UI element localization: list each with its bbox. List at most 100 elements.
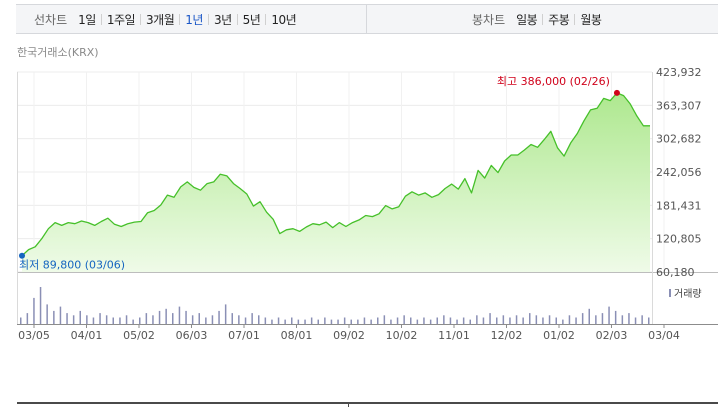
volume-bar bbox=[297, 319, 300, 324]
volume-bar bbox=[139, 317, 141, 324]
candle-chart-period-group: 봉차트 일봉 주봉 월봉 bbox=[472, 5, 606, 33]
volume-bar bbox=[363, 317, 366, 324]
x-tick-label: 03/04 bbox=[648, 329, 680, 342]
volume-bar bbox=[79, 310, 81, 324]
tab-separator bbox=[542, 13, 544, 25]
volume-bar bbox=[548, 315, 551, 324]
volume-bar bbox=[337, 319, 339, 324]
volume-bar bbox=[648, 317, 650, 324]
x-tick-label: 03/05 bbox=[18, 329, 50, 342]
volume-bar bbox=[423, 317, 425, 324]
volume-bar bbox=[152, 315, 154, 324]
volume-bar bbox=[429, 319, 432, 324]
chart-tab-bar: 선차트 1일 1주일 3개월 1년 3년 5년 10년 봉차트 일봉 주봉 월봉 bbox=[16, 4, 718, 34]
volume-bar bbox=[191, 315, 194, 324]
tab-separator bbox=[100, 13, 102, 25]
volume-bar bbox=[33, 297, 35, 324]
volume-bar bbox=[370, 319, 372, 324]
tab-monthly-candle[interactable]: 월봉 bbox=[580, 12, 602, 27]
volume-bar bbox=[357, 319, 359, 324]
volume-bar bbox=[251, 313, 253, 324]
volume-legend-label: 거래량 bbox=[674, 288, 702, 300]
price-area-fill bbox=[22, 92, 650, 273]
tab-daily-candle[interactable]: 일봉 bbox=[516, 12, 538, 27]
volume-bar bbox=[489, 313, 491, 324]
tab-1-week[interactable]: 1주일 bbox=[106, 12, 136, 27]
tab-separator bbox=[574, 13, 576, 25]
volume-bar bbox=[555, 317, 557, 324]
x-tick-label: 08/01 bbox=[281, 329, 313, 342]
x-tick-label: 04/01 bbox=[71, 329, 103, 342]
volume-bar bbox=[403, 315, 405, 324]
x-tick-label: 12/02 bbox=[491, 329, 523, 342]
volume-bar bbox=[218, 310, 220, 324]
y-tick-label: 423,932 bbox=[656, 66, 702, 79]
tab-weekly-candle[interactable]: 주봉 bbox=[548, 12, 570, 27]
x-tick-label: 02/03 bbox=[596, 329, 628, 342]
volume-bar bbox=[165, 308, 167, 324]
volume-bar bbox=[258, 315, 260, 324]
high-label: 최고 386,000 (02/26) bbox=[497, 75, 610, 88]
y-tick-label: 181,431 bbox=[656, 199, 702, 212]
tab-separator bbox=[236, 13, 238, 25]
volume-bar bbox=[601, 313, 604, 324]
volume-bar bbox=[86, 315, 88, 324]
x-tick-label: 10/02 bbox=[386, 329, 418, 342]
volume-bar bbox=[462, 317, 465, 324]
volume-bar bbox=[211, 315, 214, 324]
volume-bar bbox=[628, 313, 630, 324]
tab-3-years[interactable]: 3년 bbox=[213, 12, 232, 27]
volume-bar bbox=[119, 317, 121, 324]
volume-bar bbox=[390, 319, 392, 324]
tab-1-day[interactable]: 1일 bbox=[78, 12, 96, 27]
volume-bar bbox=[20, 317, 22, 324]
tab-10-years[interactable]: 10년 bbox=[271, 12, 297, 27]
x-tick-label: 11/01 bbox=[438, 329, 470, 342]
volume-bar bbox=[482, 317, 485, 324]
volume-bar bbox=[469, 319, 471, 324]
volume-bar bbox=[26, 313, 29, 324]
volume-bar bbox=[66, 313, 68, 324]
volume-bar bbox=[396, 317, 399, 324]
volume-bar bbox=[562, 319, 564, 324]
volume-bar bbox=[310, 317, 313, 324]
x-tick-label: 07/01 bbox=[228, 329, 260, 342]
volume-bar bbox=[132, 319, 134, 324]
volume-bar bbox=[542, 317, 544, 324]
low-point-marker bbox=[19, 252, 25, 259]
x-tick-label: 01/02 bbox=[543, 329, 575, 342]
volume-bar bbox=[443, 315, 445, 324]
line-chart-period-group: 선차트 1일 1주일 3개월 1년 3년 5년 10년 bbox=[34, 5, 301, 33]
y-axis-ticks: 423,932 363,307 302,682 242,056 181,431 120,8… bbox=[656, 66, 702, 279]
tab-5-years[interactable]: 5년 bbox=[242, 12, 261, 27]
y-tick-label: 302,682 bbox=[656, 133, 702, 146]
tab-1-year[interactable]: 1년 bbox=[185, 12, 203, 27]
tab-separator bbox=[265, 13, 267, 25]
volume-bar bbox=[178, 306, 181, 324]
volume-bar bbox=[410, 317, 412, 324]
volume-bar bbox=[145, 313, 148, 324]
volume-bar bbox=[595, 315, 597, 324]
bottom-border bbox=[17, 402, 718, 404]
volume-bar bbox=[324, 317, 326, 324]
volume-bar bbox=[264, 317, 267, 324]
volume-bar bbox=[59, 306, 62, 324]
y-tick-label: 363,307 bbox=[656, 99, 702, 112]
volume-bar bbox=[271, 319, 273, 324]
volume-bar bbox=[515, 315, 518, 324]
price-line bbox=[21, 92, 650, 257]
volume-bar bbox=[277, 317, 280, 324]
x-tick-label: 06/03 bbox=[176, 329, 208, 342]
exchange-label: 한국거래소(KRX) bbox=[17, 46, 99, 59]
volume-bar bbox=[377, 317, 379, 324]
x-tick-label: 05/02 bbox=[123, 329, 155, 342]
tab-3-months[interactable]: 3개월 bbox=[146, 12, 175, 27]
volume-bar bbox=[449, 317, 452, 324]
volume-bar bbox=[238, 315, 240, 324]
tab-separator bbox=[179, 13, 181, 25]
volume-bar bbox=[284, 319, 286, 324]
x-tick-label: 09/02 bbox=[333, 329, 365, 342]
volume-bar bbox=[53, 310, 55, 324]
volume-bar bbox=[436, 317, 438, 324]
